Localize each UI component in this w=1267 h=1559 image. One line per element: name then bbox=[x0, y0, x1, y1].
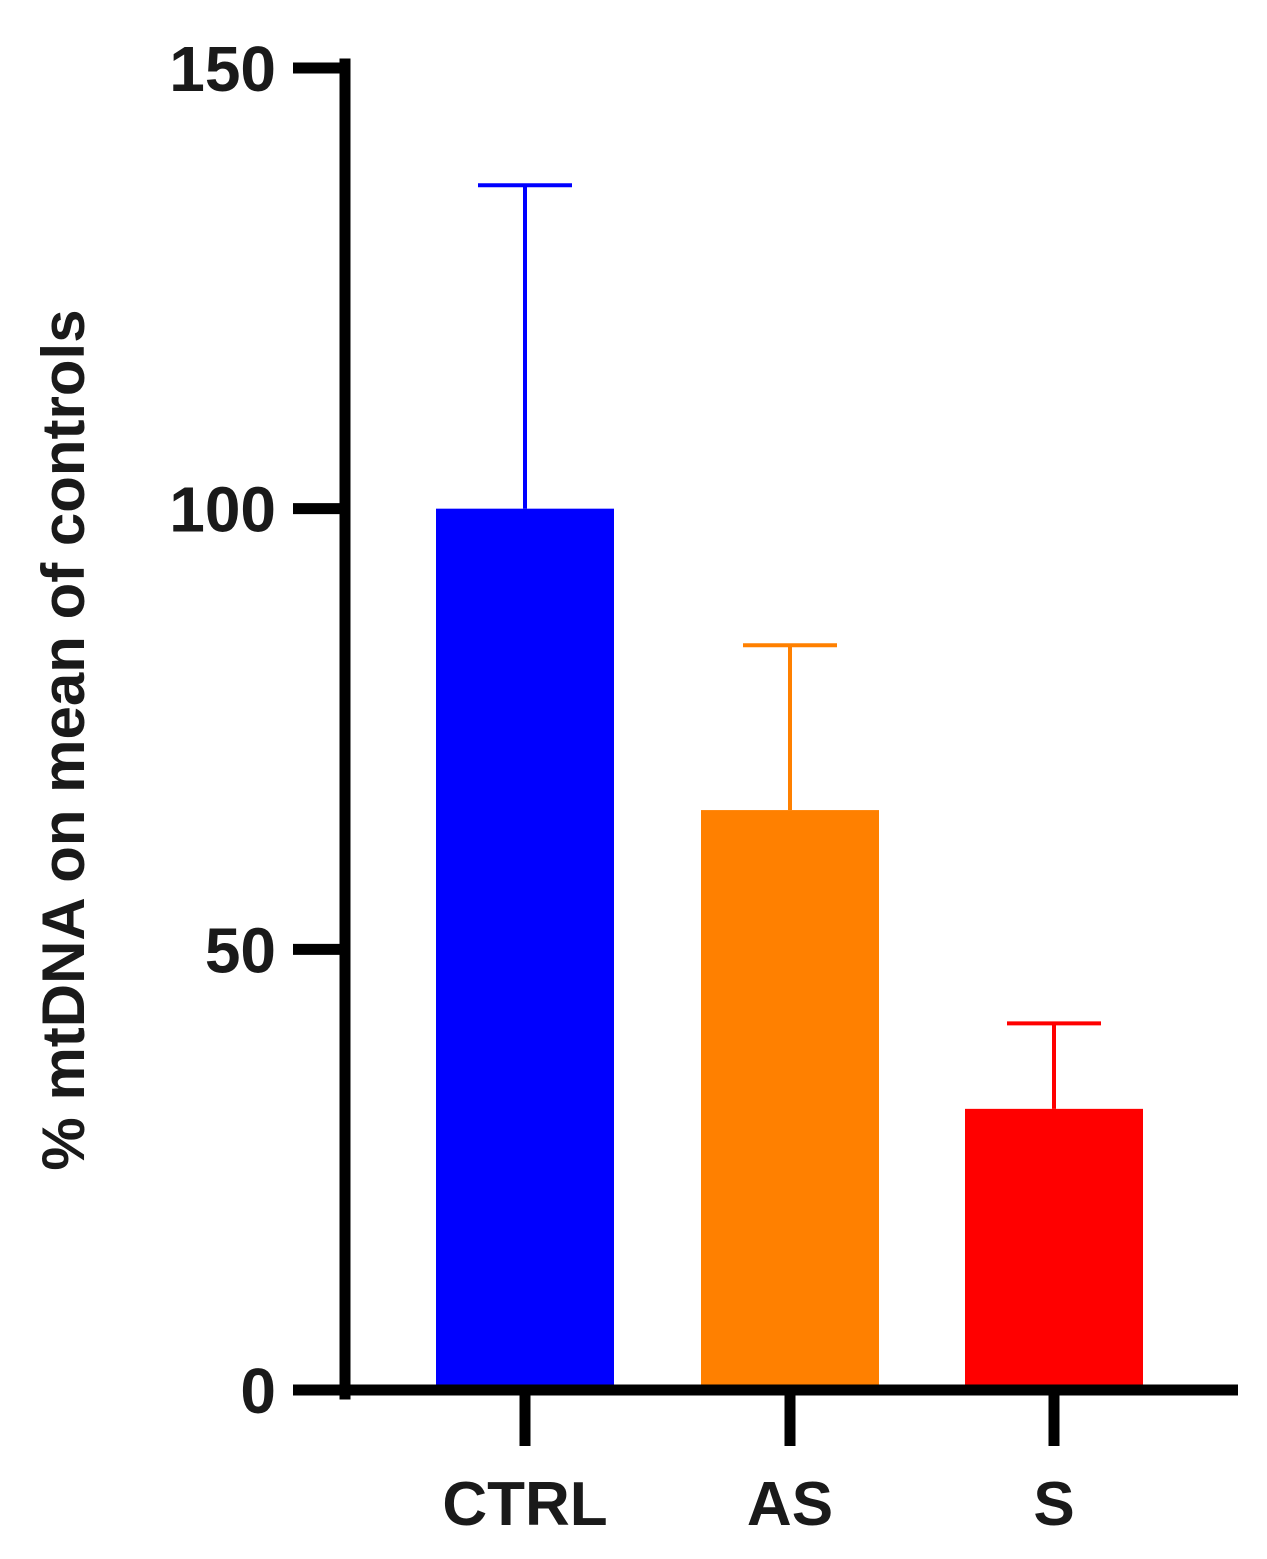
bar-as bbox=[701, 810, 879, 1390]
y-ticks-layer: 0 50 100 150 bbox=[169, 33, 345, 1427]
bar-s bbox=[965, 1108, 1143, 1390]
x-ticks-layer: CTRL AS S bbox=[442, 1390, 1075, 1539]
y-tick-label-150: 150 bbox=[169, 33, 276, 105]
y-tick-label-100: 100 bbox=[169, 474, 276, 546]
bars-layer bbox=[436, 508, 1143, 1391]
x-tick-label-as: AS bbox=[747, 1470, 833, 1539]
y-tick-label-0: 0 bbox=[240, 1355, 276, 1427]
y-axis-title: % mtDNA on mean of controls bbox=[30, 309, 97, 1170]
y-tick-label-50: 50 bbox=[205, 914, 276, 986]
error-bars-layer bbox=[478, 183, 1101, 1109]
x-tick-label-ctrl: CTRL bbox=[442, 1470, 607, 1539]
x-tick-label-s: S bbox=[1033, 1470, 1074, 1539]
bar-ctrl bbox=[436, 508, 614, 1391]
